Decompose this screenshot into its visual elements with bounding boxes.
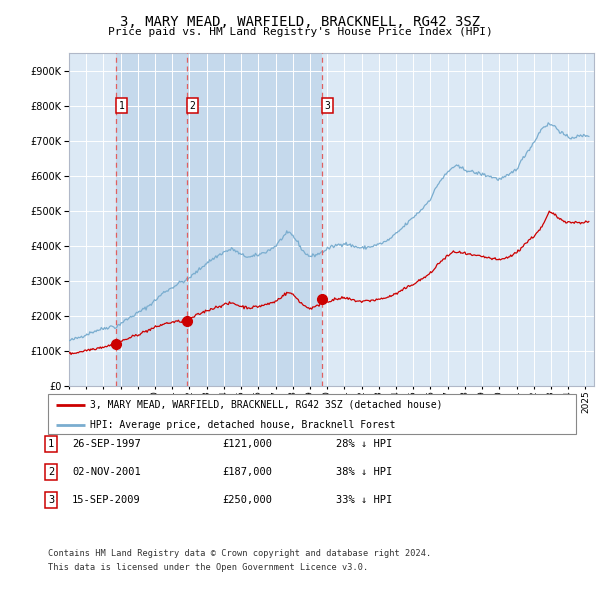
Text: Contains HM Land Registry data © Crown copyright and database right 2024.: Contains HM Land Registry data © Crown c…	[48, 549, 431, 558]
Bar	[116, 53, 187, 386]
Text: 3: 3	[325, 101, 331, 111]
Text: This data is licensed under the Open Government Licence v3.0.: This data is licensed under the Open Gov…	[48, 563, 368, 572]
Text: 1: 1	[119, 101, 124, 111]
Text: Price paid vs. HM Land Registry's House Price Index (HPI): Price paid vs. HM Land Registry's House …	[107, 27, 493, 37]
Text: £187,000: £187,000	[222, 467, 272, 477]
Text: 2: 2	[190, 101, 195, 111]
Text: 1: 1	[48, 439, 54, 448]
Text: 2: 2	[48, 467, 54, 477]
Text: HPI: Average price, detached house, Bracknell Forest: HPI: Average price, detached house, Brac…	[90, 420, 396, 430]
Text: £250,000: £250,000	[222, 496, 272, 505]
FancyBboxPatch shape	[48, 394, 576, 434]
Text: 26-SEP-1997: 26-SEP-1997	[72, 439, 141, 448]
Text: 3, MARY MEAD, WARFIELD, BRACKNELL, RG42 3SZ (detached house): 3, MARY MEAD, WARFIELD, BRACKNELL, RG42 …	[90, 400, 443, 410]
Bar	[187, 53, 322, 386]
Text: 3: 3	[48, 496, 54, 505]
Text: 02-NOV-2001: 02-NOV-2001	[72, 467, 141, 477]
Text: 3, MARY MEAD, WARFIELD, BRACKNELL, RG42 3SZ: 3, MARY MEAD, WARFIELD, BRACKNELL, RG42 …	[120, 15, 480, 29]
Text: 28% ↓ HPI: 28% ↓ HPI	[336, 439, 392, 448]
Text: 38% ↓ HPI: 38% ↓ HPI	[336, 467, 392, 477]
Text: 15-SEP-2009: 15-SEP-2009	[72, 496, 141, 505]
Text: 33% ↓ HPI: 33% ↓ HPI	[336, 496, 392, 505]
Text: £121,000: £121,000	[222, 439, 272, 448]
